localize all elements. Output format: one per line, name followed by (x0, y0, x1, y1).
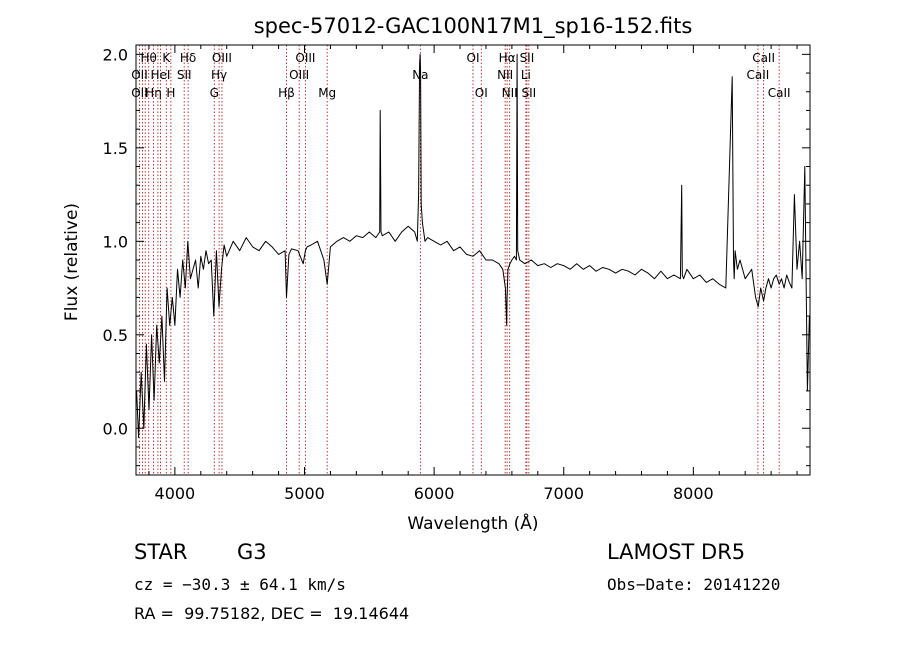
chart-title: spec-57012-GAC100N17M1_sp16-152.fits (254, 14, 693, 39)
line-label: CaII (768, 86, 791, 100)
line-label: Hδ (180, 51, 196, 65)
object-subclass: G3 (237, 540, 267, 564)
line-labels: Hθ K Hδ OIII OIII OI Hα SII CaII OII HeI SII Hγ OIII N… (131, 51, 790, 100)
object-class: STAR (134, 540, 188, 564)
line-label: Hγ (211, 68, 227, 82)
line-label: Na (412, 68, 428, 82)
x-tick-label: 6000 (414, 484, 455, 503)
y-tick-label: 0.0 (103, 419, 128, 438)
line-label: OIII (212, 51, 232, 65)
ra-dec: RA = 99.75182, DEC = 19.14644 (134, 604, 410, 623)
line-label: G (210, 86, 219, 100)
spectrum-series (136, 53, 810, 439)
x-tick-label: 7000 (543, 484, 584, 503)
x-axis-label: Wavelength (Å) (407, 512, 538, 534)
line-label: SII (520, 51, 535, 65)
line-label: SII (177, 68, 192, 82)
line-label: OII (131, 68, 148, 82)
line-label: K (162, 51, 171, 65)
line-label: OIII (295, 51, 315, 65)
line-label: CaII (746, 68, 769, 82)
line-label: OII (131, 86, 148, 100)
line-label: H (166, 86, 175, 100)
y-tick-label: 1.0 (103, 232, 128, 251)
line-label: Hη (145, 86, 162, 100)
line-label: Hθ (141, 51, 157, 65)
spectral-line-markers (139, 45, 780, 475)
x-tick-label: 8000 (673, 484, 714, 503)
line-label: NII (502, 86, 518, 100)
x-tick-label: 5000 (284, 484, 325, 503)
line-label: OIII (289, 68, 309, 82)
y-tick-label: 1.5 (103, 139, 128, 158)
line-label: Li (521, 68, 531, 82)
line-label: NII (497, 68, 513, 82)
line-label: OI (467, 51, 480, 65)
line-label: Mg (318, 86, 336, 100)
line-label: HeI (151, 68, 171, 82)
line-label: SII (522, 86, 537, 100)
line-label: Hβ (278, 86, 295, 100)
line-label: CaII (752, 51, 775, 65)
y-tick-label: 0.5 (103, 326, 128, 345)
line-label: Hα (499, 51, 516, 65)
obs-date: Obs−Date: 20141220 (607, 575, 781, 594)
y-axis-label: Flux (relative) (62, 203, 82, 321)
x-tick-label: 4000 (155, 484, 196, 503)
redshift-readout: cz = −30.3 ± 64.1 km/s (134, 575, 346, 594)
spectrum-line (136, 53, 810, 439)
survey-name: LAMOST DR5 (607, 540, 746, 564)
line-label: OI (475, 86, 488, 100)
axis-ticks: 4000 5000 6000 7000 8000 0.0 0.5 1.0 1.5 2.0 (103, 45, 810, 503)
y-tick-label: 2.0 (103, 45, 128, 64)
